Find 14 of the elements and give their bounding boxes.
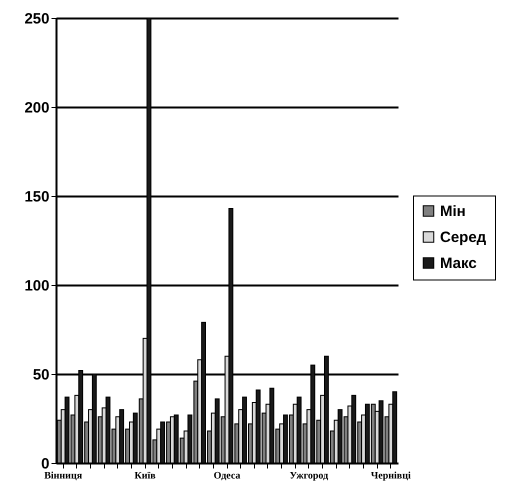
y-tick-label: 150 bbox=[24, 188, 50, 206]
x-tick-label: Чернівці bbox=[370, 470, 411, 482]
x-tick-label: Ужгород bbox=[290, 470, 328, 482]
x-tick-label: Одеса bbox=[214, 470, 240, 482]
x-tick-label: Вінниця bbox=[44, 470, 83, 482]
y-tick-label: 0 bbox=[41, 456, 50, 472]
legend-label: Серед bbox=[440, 229, 487, 246]
y-tick-label: 50 bbox=[32, 366, 50, 384]
legend-label: Мін bbox=[440, 203, 466, 220]
y-tick-label: 100 bbox=[24, 278, 50, 294]
y-tick-label: 250 bbox=[24, 10, 50, 28]
x-tick-label: Київ bbox=[134, 470, 156, 482]
legend-label: Макс bbox=[440, 255, 477, 272]
y-tick-label: 200 bbox=[24, 100, 50, 116]
